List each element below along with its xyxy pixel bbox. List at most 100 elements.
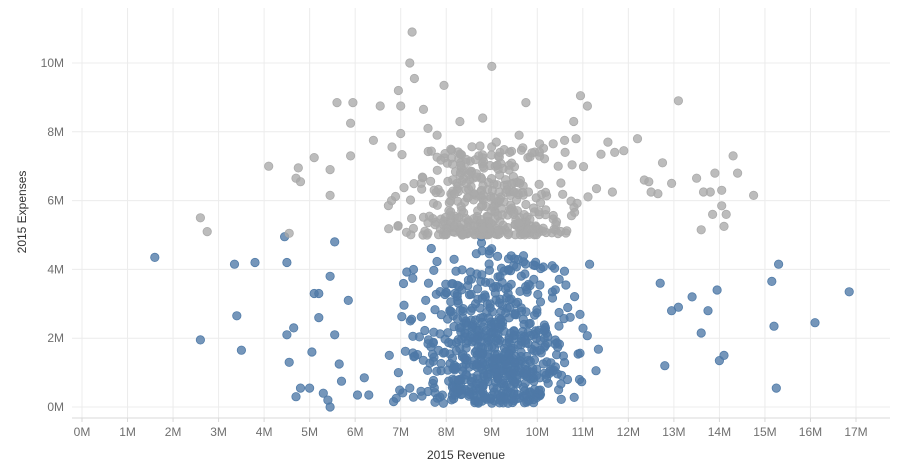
scatter-point — [441, 230, 451, 240]
scatter-point — [229, 259, 240, 269]
scatter-point — [449, 254, 459, 264]
scatter-point — [387, 142, 397, 152]
scatter-point — [509, 326, 519, 337]
scatter-point — [318, 388, 328, 398]
scatter-point — [412, 349, 423, 360]
scatter-point — [509, 187, 519, 197]
scatter-point — [438, 398, 448, 408]
scatter-point — [534, 139, 545, 149]
scatter-point — [416, 312, 426, 322]
scatter-point — [569, 291, 580, 302]
scatter-point — [441, 288, 452, 298]
scatter-point — [433, 345, 444, 355]
x-tick-label: 4M — [256, 425, 273, 439]
y-tick-label: 4M — [47, 262, 64, 276]
scatter-point — [582, 101, 593, 111]
scatter-point — [484, 313, 494, 323]
scatter-point — [773, 259, 784, 269]
scatter-point — [423, 278, 434, 288]
scatter-point — [396, 101, 406, 111]
scatter-point — [391, 393, 401, 403]
scatter-point — [453, 334, 463, 345]
scatter-point — [295, 383, 306, 393]
scatter-point — [495, 294, 505, 304]
scatter-point — [426, 146, 436, 156]
scatter-point — [343, 295, 353, 305]
scatter-point — [435, 329, 445, 339]
scatter-point — [406, 213, 417, 224]
scatter-point — [453, 196, 463, 206]
scatter-point — [498, 220, 508, 230]
x-axis-title: 2015 Revenue — [427, 448, 505, 462]
scatter-point — [409, 73, 419, 84]
scatter-point — [449, 362, 460, 372]
scatter-point — [464, 169, 474, 179]
scatter-point — [556, 178, 566, 188]
scatter-point — [691, 173, 702, 183]
scatter-point — [767, 276, 777, 286]
scatter-point — [728, 151, 738, 161]
scatter-point — [336, 376, 347, 386]
scatter-point — [202, 227, 212, 237]
scatter-point — [511, 195, 522, 205]
scatter-point — [575, 91, 586, 101]
scatter-point — [539, 154, 550, 164]
scatter-point — [532, 346, 542, 356]
scatter-point — [554, 274, 564, 284]
scatter-point — [405, 58, 415, 68]
scatter-point — [644, 177, 654, 187]
scatter-point — [458, 313, 468, 323]
y-tick-label: 6M — [47, 194, 64, 208]
scatter-point — [548, 210, 558, 221]
scatter-point — [619, 146, 629, 156]
scatter-point — [399, 183, 409, 193]
scatter-point — [721, 209, 731, 219]
scatter-point — [423, 123, 433, 133]
scatter-point — [538, 223, 548, 233]
scatter-point — [521, 199, 531, 210]
scatter-point — [442, 314, 453, 324]
scatter-point — [488, 383, 498, 393]
scatter-point — [548, 139, 558, 149]
scatter-point — [514, 130, 524, 140]
x-tick-label: 15M — [753, 425, 776, 439]
scatter-point — [528, 203, 539, 213]
scatter-point — [440, 149, 450, 159]
scatter-point — [466, 306, 476, 316]
scatter-point — [593, 344, 604, 354]
scatter-point — [516, 145, 527, 155]
scatter-point — [578, 162, 589, 172]
scatter-point — [506, 200, 516, 210]
scatter-point — [506, 294, 516, 304]
scatter-point — [461, 370, 471, 380]
x-tick-label: 14M — [708, 425, 731, 439]
scatter-point — [559, 266, 570, 276]
scatter-point — [325, 402, 335, 412]
scatter-point — [505, 302, 515, 312]
scatter-point — [464, 362, 474, 372]
scatter-point — [445, 306, 455, 316]
scatter-point — [458, 230, 468, 240]
scatter-point — [527, 148, 537, 158]
scatter-point — [673, 96, 684, 106]
scatter-point — [401, 227, 412, 237]
scatter-point — [291, 392, 301, 402]
scatter-point — [289, 323, 299, 333]
scatter-point — [429, 265, 439, 275]
scatter-point — [493, 272, 503, 282]
scatter-point — [480, 277, 491, 287]
scatter-point — [559, 135, 570, 145]
scatter-point — [556, 394, 566, 404]
scatter-point — [282, 330, 292, 340]
x-tick-label: 0M — [74, 425, 91, 439]
scatter-point — [520, 364, 530, 374]
scatter-point — [563, 302, 573, 313]
scatter-point — [554, 321, 564, 331]
scatter-point — [458, 208, 469, 218]
scatter-point — [232, 311, 242, 321]
scatter-point — [430, 397, 440, 407]
scatter-point — [447, 382, 457, 392]
x-tick-label: 13M — [662, 425, 685, 439]
scatter-point — [501, 394, 511, 404]
scatter-point — [771, 383, 781, 393]
